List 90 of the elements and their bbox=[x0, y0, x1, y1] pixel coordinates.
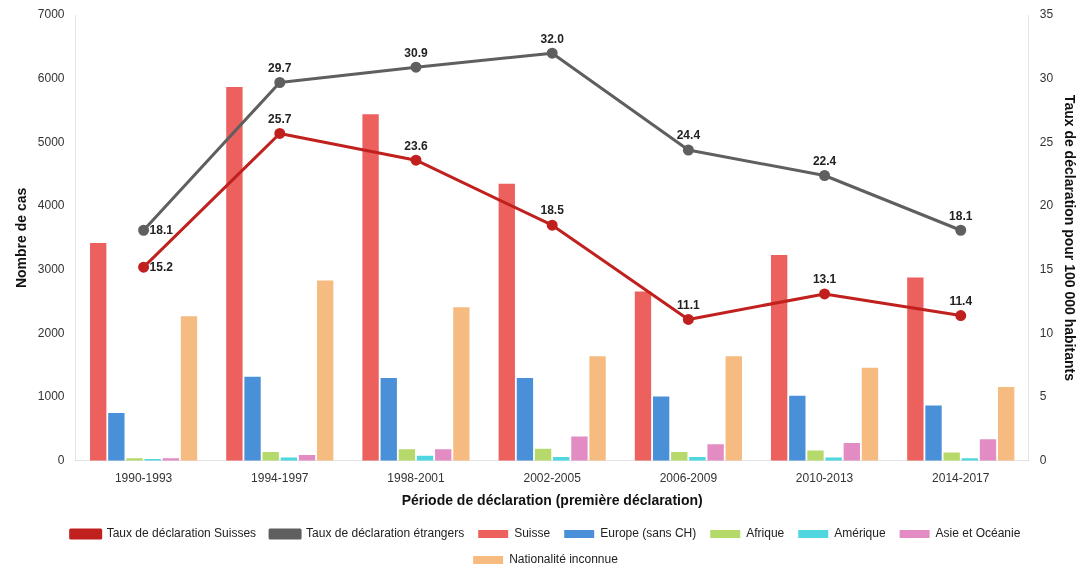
point bbox=[682, 313, 694, 325]
legend-label: Afrique bbox=[746, 526, 785, 541]
bar bbox=[453, 307, 470, 461]
bar bbox=[843, 442, 860, 461]
data-label: 22.4 bbox=[812, 153, 837, 168]
legend-label: Amérique bbox=[834, 526, 886, 541]
data-label: 29.7 bbox=[268, 60, 292, 75]
y-tick-label: 4000 bbox=[37, 198, 65, 213]
bar bbox=[861, 367, 879, 461]
point bbox=[546, 47, 558, 59]
x-tick-label: 1998-2001 bbox=[387, 471, 445, 486]
y-tick-label: 5000 bbox=[37, 134, 65, 149]
data-label: 30.9 bbox=[404, 45, 428, 60]
point bbox=[955, 224, 967, 236]
x-axis-title: Période de déclaration (première déclaration) bbox=[401, 492, 703, 509]
data-label: 18.5 bbox=[540, 203, 565, 218]
data-label: 11.1 bbox=[677, 297, 701, 312]
bar bbox=[362, 114, 379, 461]
x-tick-label: 2010-2013 bbox=[795, 471, 854, 486]
y-axis-title: Nombre de cas bbox=[13, 187, 30, 289]
bar bbox=[317, 280, 334, 461]
legend-label: Taux de déclaration étrangers bbox=[306, 526, 465, 541]
point bbox=[819, 288, 831, 300]
bar bbox=[725, 356, 742, 461]
data-label: 23.6 bbox=[404, 138, 428, 153]
bar bbox=[770, 255, 788, 461]
legend-label: Asie et Océanie bbox=[935, 526, 1021, 541]
bar bbox=[789, 395, 806, 461]
bar bbox=[979, 439, 997, 461]
data-label: 25.7 bbox=[268, 111, 292, 126]
point bbox=[274, 127, 286, 139]
y2-tick-label: 25 bbox=[1039, 134, 1054, 149]
bar bbox=[634, 291, 652, 461]
bar bbox=[652, 396, 670, 461]
bar bbox=[925, 405, 942, 461]
point bbox=[410, 61, 422, 73]
legend-label: Europe (sans CH) bbox=[600, 526, 697, 541]
y2-tick-label: 30 bbox=[1039, 71, 1054, 85]
bar bbox=[498, 183, 515, 461]
data-label: 18.1 bbox=[949, 208, 973, 223]
point bbox=[138, 224, 150, 236]
point bbox=[682, 144, 694, 156]
data-label: 11.4 bbox=[949, 293, 973, 308]
y2-tick-label: 35 bbox=[1039, 7, 1054, 22]
x-tick-label: 1994-1997 bbox=[251, 471, 309, 486]
bar bbox=[380, 378, 397, 461]
legend-label: Taux de déclaration Suisses bbox=[106, 526, 257, 541]
bar bbox=[571, 436, 588, 461]
point bbox=[819, 169, 831, 181]
y-tick-label: 2000 bbox=[37, 325, 65, 340]
point bbox=[955, 310, 967, 322]
point bbox=[274, 77, 286, 89]
bar bbox=[907, 277, 924, 461]
bar bbox=[244, 376, 261, 461]
data-label: 15.2 bbox=[149, 259, 174, 274]
y-tick-label: 1000 bbox=[37, 389, 65, 404]
bar bbox=[398, 449, 416, 461]
legend-label: Nationalité inconnue bbox=[509, 552, 619, 567]
y2-tick-label: 20 bbox=[1039, 198, 1054, 213]
bar bbox=[807, 450, 824, 461]
bar bbox=[90, 243, 107, 461]
data-label: 32.0 bbox=[540, 31, 565, 46]
y-tick-label: 6000 bbox=[37, 71, 65, 85]
bar bbox=[226, 86, 243, 461]
bar bbox=[108, 413, 125, 461]
data-label: 24.4 bbox=[676, 128, 701, 143]
y2-tick-label: 0 bbox=[1039, 453, 1047, 468]
bar bbox=[516, 378, 534, 461]
y2-tick-label: 5 bbox=[1039, 389, 1047, 404]
point bbox=[138, 261, 150, 273]
y2-axis-title: Taux de déclaration pour 100 000 habitants bbox=[1061, 94, 1078, 382]
data-label: 18.1 bbox=[149, 222, 174, 237]
point bbox=[410, 154, 422, 166]
y2-tick-label: 10 bbox=[1039, 325, 1054, 340]
x-tick-label: 1990-1993 bbox=[114, 471, 173, 486]
bar bbox=[589, 356, 606, 461]
data-label: 13.1 bbox=[812, 272, 837, 287]
legend-label: Suisse bbox=[514, 526, 551, 541]
bar bbox=[180, 316, 198, 461]
y-tick-label: 7000 bbox=[37, 7, 65, 22]
x-tick-label: 2002-2005 bbox=[523, 471, 582, 486]
bar bbox=[997, 386, 1015, 461]
y2-tick-label: 15 bbox=[1039, 262, 1054, 277]
bar bbox=[707, 444, 724, 461]
point bbox=[546, 219, 558, 231]
x-tick-label: 2006-2009 bbox=[659, 471, 718, 486]
y-tick-label: 0 bbox=[57, 453, 65, 468]
x-tick-label: 2014-2017 bbox=[932, 471, 990, 486]
bar bbox=[435, 449, 452, 461]
y-tick-label: 3000 bbox=[37, 262, 65, 277]
